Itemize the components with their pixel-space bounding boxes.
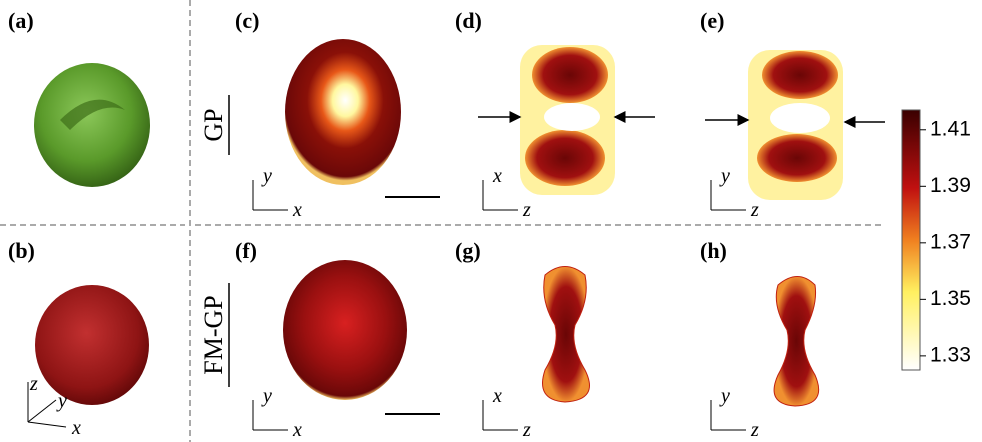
axis-label: z [29,373,38,395]
cell-image [283,260,407,400]
axis-label: z [522,419,531,441]
axis-arrow [28,422,66,427]
panel-label: (h) [700,238,727,263]
axis-label: x [492,165,502,187]
axis-label: x [292,199,302,221]
panel-label: (e) [700,8,724,33]
axis-label: y [719,385,730,407]
row-label: GP [199,108,228,141]
axis-label: y [261,385,272,407]
tick-label: 1.37 [930,230,971,253]
colorbar [902,110,920,370]
axis-label: y [56,390,67,412]
panel-label: (f) [235,238,257,263]
tick-label: 1.35 [930,287,971,310]
tick-label: 1.39 [930,174,971,197]
cell-image [520,45,615,195]
row-label: FM-GP [199,295,228,374]
panel-label: (c) [235,8,259,33]
axis-arrow [28,400,56,422]
cell-render [35,285,149,405]
axis-label: x [71,417,81,439]
tick-label: 1.41 [930,117,971,140]
axis-label: z [522,199,531,221]
panel-label: (b) [8,238,35,263]
cell-image [543,267,590,403]
axis-label: y [261,165,272,187]
axis-label: y [719,165,730,187]
cell-render [34,63,150,187]
cell-image [774,277,819,407]
axis-label: x [292,419,302,441]
tick-label: 1.33 [930,343,971,366]
figure: GP FM-GP (a)(b)zyx(c)yx(d)xz(e)yz(f)yx(g… [0,0,982,442]
panel-label: (d) [455,8,482,33]
axis-label: x [492,385,502,407]
axis-label: z [750,419,759,441]
axis-label: z [750,199,759,221]
panel-label: (a) [8,8,34,33]
cell-image [285,39,401,185]
panel-label: (g) [455,238,481,263]
cell-image [748,50,843,200]
